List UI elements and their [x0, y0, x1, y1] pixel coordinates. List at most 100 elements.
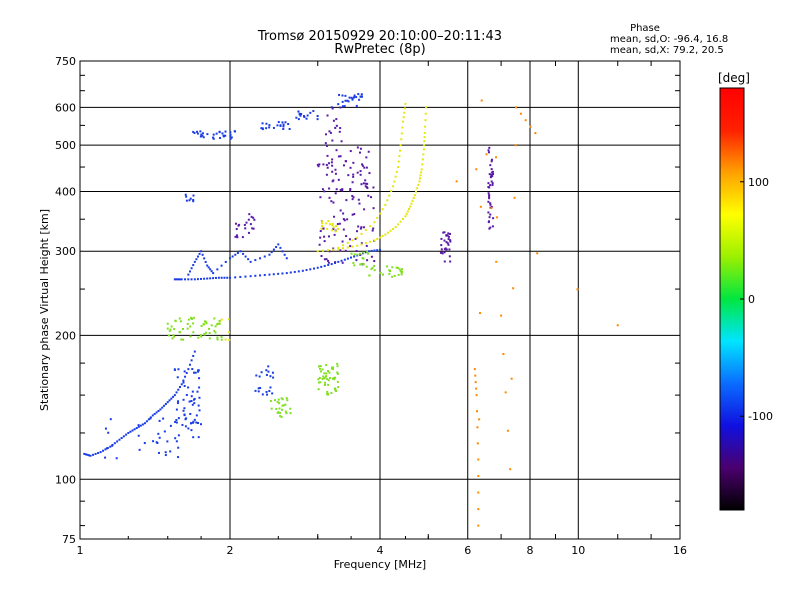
data-point — [265, 390, 268, 393]
data-point — [475, 168, 478, 171]
data-point — [212, 136, 215, 139]
data-point — [297, 110, 300, 113]
data-point — [475, 394, 478, 397]
data-point — [333, 233, 336, 236]
data-point — [194, 371, 197, 374]
data-point — [384, 233, 387, 236]
data-point — [316, 266, 319, 269]
data-point — [196, 278, 199, 281]
data-point — [120, 437, 123, 440]
data-point — [212, 272, 215, 275]
data-point — [244, 275, 247, 278]
data-point — [192, 371, 195, 374]
data-point — [190, 316, 193, 319]
data-point — [178, 278, 181, 281]
data-point — [474, 374, 477, 377]
data-point — [272, 126, 275, 129]
data-point — [519, 112, 522, 115]
data-point — [488, 146, 491, 149]
data-point — [335, 390, 338, 393]
data-point — [491, 184, 494, 187]
data-point — [324, 133, 327, 136]
data-point — [190, 422, 193, 425]
data-point — [362, 263, 365, 266]
data-point — [334, 261, 337, 264]
data-point — [186, 327, 189, 330]
data-point — [339, 155, 342, 158]
data-point — [488, 194, 491, 197]
data-point — [239, 275, 242, 278]
data-point — [197, 436, 200, 439]
data-point — [254, 389, 257, 392]
data-point — [365, 244, 368, 247]
data-point — [331, 158, 334, 161]
data-point — [187, 427, 190, 430]
data-point — [449, 240, 452, 243]
data-point — [164, 454, 167, 457]
data-point — [341, 188, 344, 191]
x-tick-label: 6 — [464, 544, 471, 557]
data-point — [158, 436, 161, 439]
data-point — [125, 433, 128, 436]
data-point — [174, 319, 177, 322]
data-point — [187, 368, 190, 371]
data-point — [373, 269, 376, 272]
data-point — [297, 270, 300, 273]
data-point — [192, 316, 195, 319]
data-point — [370, 249, 373, 252]
data-point — [331, 222, 334, 225]
data-point — [277, 398, 280, 401]
data-point — [328, 130, 331, 133]
data-point — [332, 247, 335, 250]
data-point — [279, 411, 282, 414]
data-point — [393, 274, 396, 277]
data-point — [244, 227, 247, 230]
data-point — [335, 118, 338, 121]
data-point — [487, 186, 490, 189]
data-point — [356, 236, 359, 239]
data-point — [190, 278, 193, 281]
data-point — [206, 264, 209, 267]
data-point — [448, 255, 451, 258]
data-point — [185, 393, 188, 396]
data-point — [145, 420, 148, 423]
data-point — [193, 418, 196, 421]
data-point — [327, 379, 330, 382]
data-point — [326, 392, 329, 395]
data-point — [353, 213, 356, 216]
data-point — [170, 325, 173, 328]
data-point — [137, 434, 140, 437]
data-point — [366, 259, 369, 262]
x-tick-label: 8 — [527, 544, 534, 557]
data-point — [238, 223, 241, 226]
data-point — [182, 409, 185, 412]
data-point — [353, 253, 356, 256]
data-point — [370, 196, 373, 199]
data-point — [195, 421, 198, 424]
data-point — [269, 399, 272, 402]
data-point — [349, 166, 352, 169]
data-point — [480, 99, 483, 102]
data-point — [424, 125, 427, 128]
data-point — [404, 215, 407, 218]
data-point — [326, 390, 329, 393]
data-point — [245, 221, 248, 224]
data-point — [337, 155, 340, 158]
data-point — [443, 260, 446, 263]
data-point — [399, 144, 402, 147]
data-point — [536, 252, 539, 255]
data-point — [193, 350, 196, 353]
data-point — [204, 331, 207, 334]
data-point — [440, 244, 443, 247]
data-point — [370, 267, 373, 270]
data-point — [352, 261, 355, 264]
data-point — [490, 180, 493, 183]
data-point — [235, 228, 238, 231]
data-point — [109, 418, 112, 421]
data-point — [355, 96, 358, 99]
data-point — [395, 266, 398, 269]
data-point — [234, 276, 237, 279]
data-point — [227, 318, 230, 321]
data-point — [365, 185, 368, 188]
data-point — [274, 399, 277, 402]
